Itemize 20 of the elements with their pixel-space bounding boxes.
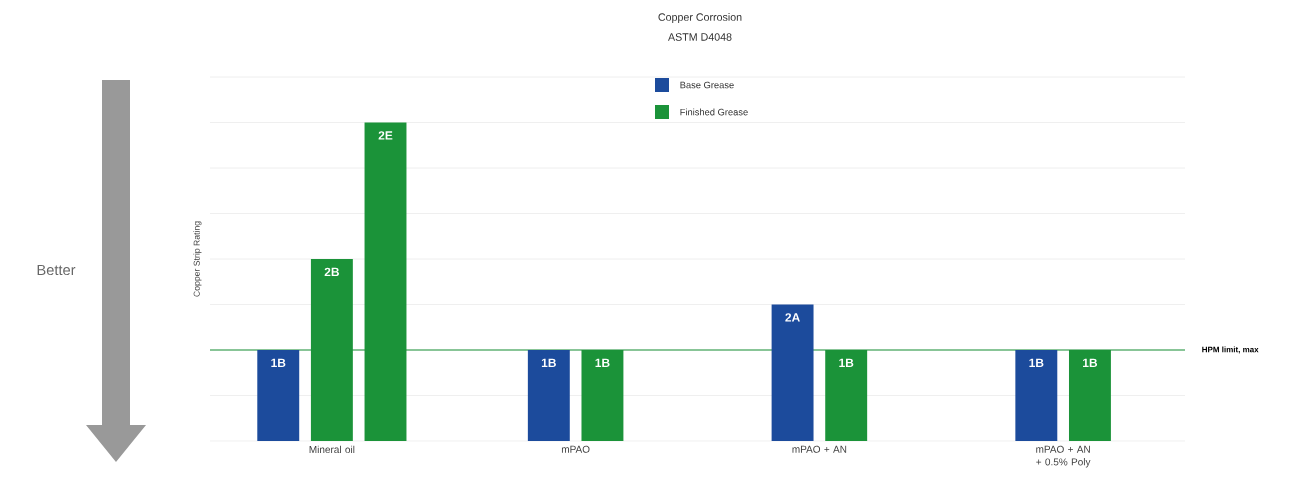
legend-label: Finished Grease <box>680 108 748 116</box>
annotation: 1B <box>1029 358 1044 367</box>
annotation: 1B <box>271 358 286 367</box>
legend-label: Base Grease <box>680 81 734 89</box>
annotation: 2B <box>324 267 339 277</box>
annotation: 2E <box>378 131 393 140</box>
ref-line-label: HPM limit, max <box>1202 346 1259 354</box>
y-axis-title: Copper Strip Rating <box>193 221 202 297</box>
x-tick-label: mPAO + AN <box>792 445 847 453</box>
chart-subtitle: ASTM D4048 <box>668 33 732 41</box>
annotation: 1B <box>541 358 556 367</box>
annotation: 1B <box>839 358 854 367</box>
x-tick-label: mPAO + AN + 0.5% Poly <box>1036 445 1091 468</box>
text: Better <box>37 264 76 276</box>
chart-title: Copper Corrosion <box>658 13 742 23</box>
annotation: 2A <box>785 313 800 322</box>
x-tick-label: mPAO <box>561 445 590 453</box>
x-tick-label: Mineral oil <box>309 445 355 454</box>
annotation: 1B <box>1083 358 1098 367</box>
annotation: 1B <box>595 358 610 367</box>
